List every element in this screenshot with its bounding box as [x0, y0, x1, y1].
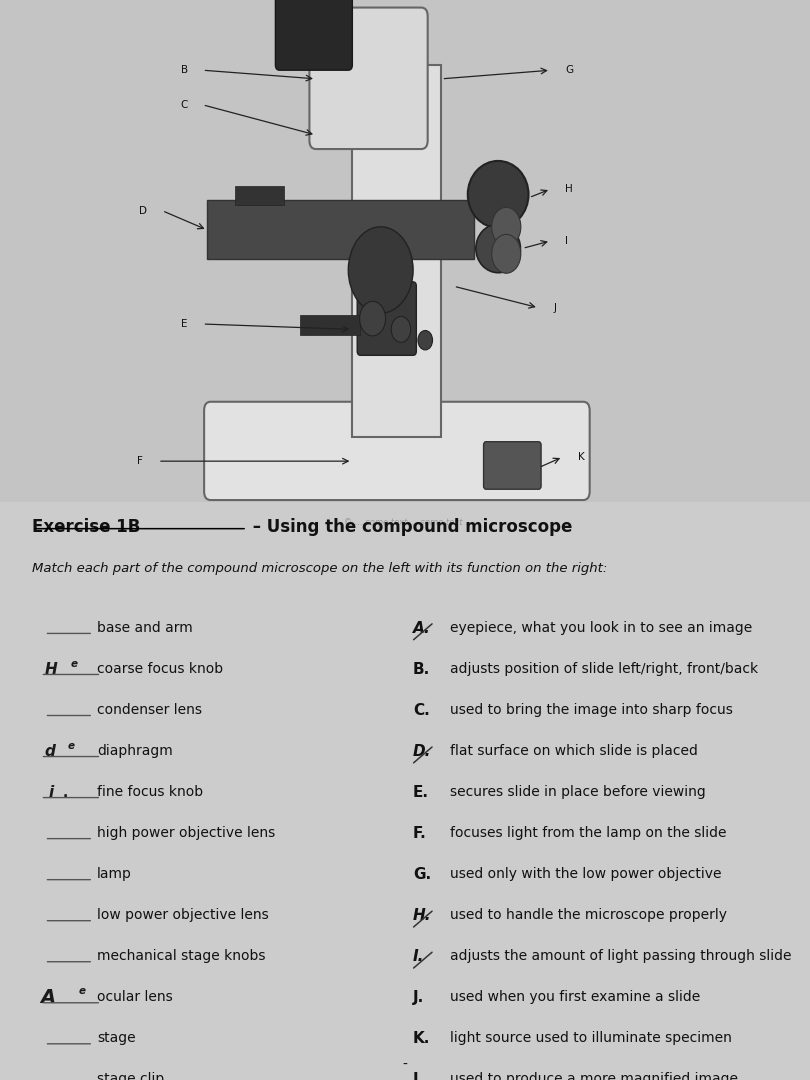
Text: K.: K.	[413, 1031, 430, 1047]
Text: H: H	[45, 662, 58, 677]
Text: mechanical stage knobs: mechanical stage knobs	[97, 949, 266, 963]
Text: diaphragm: diaphragm	[97, 744, 173, 758]
Text: focuses light from the lamp on the slide: focuses light from the lamp on the slide	[450, 826, 726, 840]
Circle shape	[492, 207, 521, 246]
Text: stage clip: stage clip	[97, 1072, 164, 1080]
Text: J.: J.	[413, 990, 424, 1005]
Text: adjusts the amount of light passing through slide: adjusts the amount of light passing thro…	[450, 949, 791, 963]
Text: G.: G.	[413, 867, 431, 882]
Text: H: H	[565, 184, 573, 194]
Text: ocular lens: ocular lens	[97, 990, 173, 1004]
Text: e: e	[67, 741, 75, 751]
FancyBboxPatch shape	[300, 315, 360, 335]
Text: I: I	[565, 235, 569, 246]
Text: Match each part of the compound microscope on the left with its function on the : Match each part of the compound microsco…	[32, 562, 608, 575]
Text: J: J	[553, 302, 556, 313]
Text: d: d	[45, 744, 55, 759]
Text: used when you first examine a slide: used when you first examine a slide	[450, 990, 700, 1004]
Text: D.: D.	[413, 744, 432, 759]
Text: secures slide in place before viewing: secures slide in place before viewing	[450, 785, 706, 799]
Circle shape	[391, 316, 411, 342]
Text: G: G	[565, 65, 573, 76]
Text: high power objective lens: high power objective lens	[97, 826, 275, 840]
Text: E: E	[181, 319, 188, 329]
Text: fine focus knob: fine focus knob	[97, 785, 203, 799]
Text: F: F	[138, 456, 143, 467]
Text: e: e	[70, 659, 78, 669]
Text: condenser lens: condenser lens	[97, 703, 202, 717]
Text: eyepiece, what you look in to see an image: eyepiece, what you look in to see an ima…	[450, 621, 752, 635]
Text: coarse focus knob: coarse focus knob	[97, 662, 224, 676]
Text: A: A	[40, 988, 56, 1008]
Text: B.: B.	[413, 662, 430, 677]
FancyBboxPatch shape	[207, 200, 474, 259]
FancyBboxPatch shape	[204, 402, 590, 500]
Text: used to produce a more magnified image: used to produce a more magnified image	[450, 1072, 738, 1080]
Text: A.: A.	[413, 621, 431, 636]
Text: light source used to illuminate specimen: light source used to illuminate specimen	[450, 1031, 731, 1045]
Text: I.: I.	[413, 949, 424, 964]
Circle shape	[360, 301, 386, 336]
Text: C: C	[181, 99, 188, 110]
Text: F.: F.	[413, 826, 427, 841]
Text: adjusts position of slide left/right, front/back: adjusts position of slide left/right, fr…	[450, 662, 757, 676]
FancyBboxPatch shape	[309, 8, 428, 149]
Text: B: B	[181, 65, 188, 76]
FancyBboxPatch shape	[0, 0, 810, 502]
FancyBboxPatch shape	[484, 442, 541, 489]
Text: used to handle the microscope properly: used to handle the microscope properly	[450, 908, 727, 922]
Text: E.: E.	[413, 785, 429, 800]
Text: low power objective lens: low power objective lens	[97, 908, 269, 922]
Text: D: D	[139, 205, 147, 216]
Text: flat surface on which slide is placed: flat surface on which slide is placed	[450, 744, 697, 758]
Text: Exercise 1B: Exercise 1B	[32, 518, 141, 537]
Circle shape	[348, 227, 413, 313]
Text: H.: H.	[413, 908, 432, 923]
Text: lamp: lamp	[97, 867, 132, 881]
FancyBboxPatch shape	[275, 0, 352, 70]
Text: -: -	[403, 1057, 407, 1071]
FancyBboxPatch shape	[235, 186, 284, 205]
Text: used to bring the image into sharp focus: used to bring the image into sharp focus	[450, 703, 732, 717]
Text: L.: L.	[413, 1072, 428, 1080]
Ellipse shape	[476, 225, 520, 272]
Text: used only with the low power objective: used only with the low power objective	[450, 867, 721, 881]
Text: .: .	[62, 786, 67, 800]
Text: base and arm: base and arm	[97, 621, 193, 635]
Text: – Using the compound microscope: – Using the compound microscope	[247, 518, 573, 537]
Text: e: e	[79, 986, 86, 996]
Text: i: i	[49, 785, 53, 800]
Text: stage: stage	[97, 1031, 136, 1045]
Text: C.: C.	[413, 703, 430, 718]
FancyBboxPatch shape	[352, 65, 441, 437]
Text: © ... some text ... some text ...: © ... some text ... some text ...	[336, 518, 474, 527]
Circle shape	[418, 330, 433, 350]
FancyBboxPatch shape	[357, 282, 416, 355]
Circle shape	[492, 234, 521, 273]
Text: K: K	[578, 451, 584, 462]
Ellipse shape	[468, 161, 529, 228]
